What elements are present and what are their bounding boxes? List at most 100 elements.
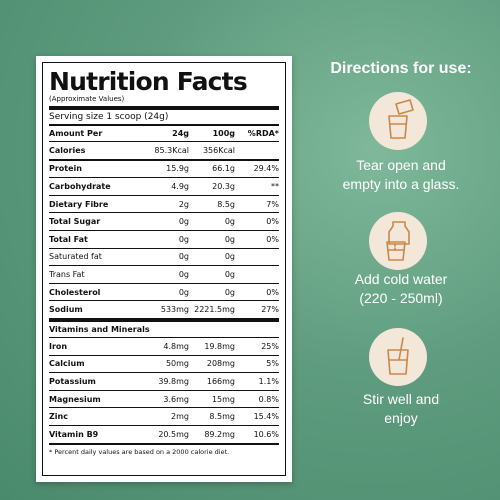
stir-glass-icon — [369, 328, 427, 386]
dietary-fibre-label: Dietary Fibre — [49, 199, 109, 209]
sodium-24g: 533mg — [160, 305, 189, 315]
total-fat-24g: 0g — [178, 234, 189, 244]
zinc-100g: 8.5mg — [209, 412, 235, 422]
calories-24g: 85.3Kcal — [154, 145, 189, 155]
calories-label: Calories — [49, 145, 86, 155]
dietary-fibre-rda: 7% — [266, 199, 279, 209]
iron-100g: 19.8mg — [204, 341, 235, 351]
nutrition-facts-panel: Nutrition Facts (Approximate Values) Ser… — [42, 62, 286, 476]
potassium-100g: 166mg — [206, 376, 235, 386]
dietary-fibre-100g: 8.5g — [217, 199, 235, 209]
sodium-100g: 2221.5mg — [194, 305, 235, 315]
potassium-label: Potassium — [49, 376, 96, 386]
magnesium-label: Magnesium — [49, 394, 101, 404]
step-1-text: Tear open and empty into a glass. — [302, 156, 500, 194]
nutrient-row-protein: Protein 15.9g 66.1g 29.4% — [49, 158, 279, 178]
potassium-rda: 1.1% — [258, 376, 279, 386]
protein-label: Protein — [49, 164, 82, 174]
iron-24g: 4.8mg — [163, 341, 189, 351]
calcium-100g: 208mg — [206, 359, 235, 369]
protein-24g: 15.9g — [166, 164, 189, 174]
nutrient-row-zinc: Zinc 2mg 8.5mg 15.4% — [49, 407, 279, 425]
nutrient-row-magnesium: Magnesium 3.6mg 15mg 0.8% — [49, 389, 279, 408]
total-sugar-24g: 0g — [178, 217, 189, 227]
nutrient-row-sodium: Sodium 533mg 2221.5mg 27% — [49, 300, 279, 318]
calcium-rda: 5% — [266, 359, 279, 369]
sodium-label: Sodium — [49, 305, 83, 315]
total-sugar-label: Total Sugar — [49, 217, 101, 227]
cholesterol-100g: 0g — [224, 287, 235, 297]
dietary-fibre-24g: 2g — [178, 199, 189, 209]
carbohydrate-100g: 20.3g — [212, 181, 235, 191]
header-24g: 24g — [172, 129, 189, 138]
zinc-24g: 2mg — [171, 412, 189, 422]
cholesterol-rda: 0% — [266, 287, 279, 297]
step-2-line1: Add cold water — [354, 271, 448, 287]
step-3-text: Stir well and enjoy — [302, 390, 500, 428]
calories-row: Calories 85.3Kcal 356Kcal — [49, 141, 279, 159]
magnesium-24g: 3.6mg — [163, 394, 189, 404]
nutrient-row-total-fat: Total Fat 0g 0g 0% — [49, 229, 279, 248]
iron-label: Iron — [49, 341, 68, 351]
total-fat-label: Total Fat — [49, 234, 88, 244]
nutrient-row-saturated-fat: Saturated fat 0g 0g — [49, 247, 279, 266]
carbohydrate-label: Carbohydrate — [49, 181, 111, 191]
nutrient-row-vitamin-b9: Vitamin B9 20.5mg 89.2mg 10.6% — [49, 424, 279, 443]
vitamin-b9-24g: 20.5mg — [158, 429, 189, 439]
table-header-row: Amount Per 24g 100g %RDA* — [49, 124, 279, 141]
step-1-line1: Tear open and — [356, 157, 446, 173]
sodium-rda: 27% — [261, 305, 279, 315]
vitamin-b9-100g: 89.2mg — [204, 429, 235, 439]
carbohydrate-24g: 4.9g — [171, 181, 189, 191]
nutrition-facts-card: Nutrition Facts (Approximate Values) Ser… — [36, 56, 292, 482]
calories-100g: 356Kcal — [202, 145, 235, 155]
cholesterol-label: Cholesterol — [49, 287, 101, 297]
pour-water-glass-icon — [369, 212, 427, 270]
nutrient-row-carbohydrate: Carbohydrate 4.9g 20.3g ** — [49, 177, 279, 195]
nutrient-row-potassium: Potassium 39.8mg 166mg 1.1% — [49, 372, 279, 390]
step-1-line2: empty into a glass. — [342, 176, 460, 192]
zinc-rda: 15.4% — [253, 412, 279, 422]
protein-100g: 66.1g — [212, 164, 235, 174]
saturated-fat-100g: 0g — [224, 252, 235, 262]
divider — [49, 106, 279, 110]
vitamin-b9-label: Vitamin B9 — [49, 429, 99, 439]
cholesterol-24g: 0g — [178, 287, 189, 297]
nutrient-row-iron: Iron 4.8mg 19.8mg 25% — [49, 336, 279, 355]
nutrition-subtitle: (Approximate Values) — [49, 95, 125, 103]
step-2-text: Add cold water (220 - 250ml) — [302, 270, 500, 308]
directions-title: Directions for use: — [330, 60, 472, 77]
saturated-fat-label: Saturated fat — [49, 252, 102, 262]
footnote: * Percent daily values are based on a 20… — [49, 442, 279, 456]
total-fat-rda: 0% — [266, 234, 279, 244]
iron-rda: 25% — [261, 341, 279, 351]
nutrient-row-total-sugar: Total Sugar 0g 0g 0% — [49, 212, 279, 230]
saturated-fat-24g: 0g — [178, 252, 189, 262]
step-2-line2: (220 - 250ml) — [359, 290, 443, 306]
protein-rda: 29.4% — [253, 164, 279, 174]
trans-fat-label: Trans Fat — [49, 269, 85, 279]
nutrient-row-trans-fat: Trans Fat 0g 0g — [49, 265, 279, 283]
magnesium-rda: 0.8% — [258, 394, 279, 404]
header-100g: 100g — [212, 129, 235, 138]
serving-size: Serving size 1 scoop (24g) — [49, 112, 169, 122]
nutrition-title: Nutrition Facts — [49, 67, 248, 96]
trans-fat-100g: 0g — [224, 269, 235, 279]
vitamins-minerals-heading: Vitamins and Minerals — [49, 317, 279, 337]
total-sugar-rda: 0% — [266, 217, 279, 227]
nutrient-row-calcium: Calcium 50mg 208mg 5% — [49, 354, 279, 373]
carbohydrate-rda: ** — [271, 181, 279, 191]
zinc-label: Zinc — [49, 412, 68, 422]
nutrient-row-cholesterol: Cholesterol 0g 0g 0% — [49, 282, 279, 301]
step-3-line1: Stir well and — [362, 391, 440, 407]
header-label: Amount Per — [49, 129, 103, 138]
total-sugar-100g: 0g — [224, 217, 235, 227]
vitamin-b9-rda: 10.6% — [253, 429, 279, 439]
step-3-line2: enjoy — [384, 410, 418, 426]
tear-packet-glass-icon — [369, 92, 427, 150]
total-fat-100g: 0g — [224, 234, 235, 244]
header-rda: %RDA* — [247, 129, 279, 138]
trans-fat-24g: 0g — [178, 269, 189, 279]
calcium-label: Calcium — [49, 359, 85, 369]
nutrient-row-dietary-fibre: Dietary Fibre 2g 8.5g 7% — [49, 194, 279, 213]
